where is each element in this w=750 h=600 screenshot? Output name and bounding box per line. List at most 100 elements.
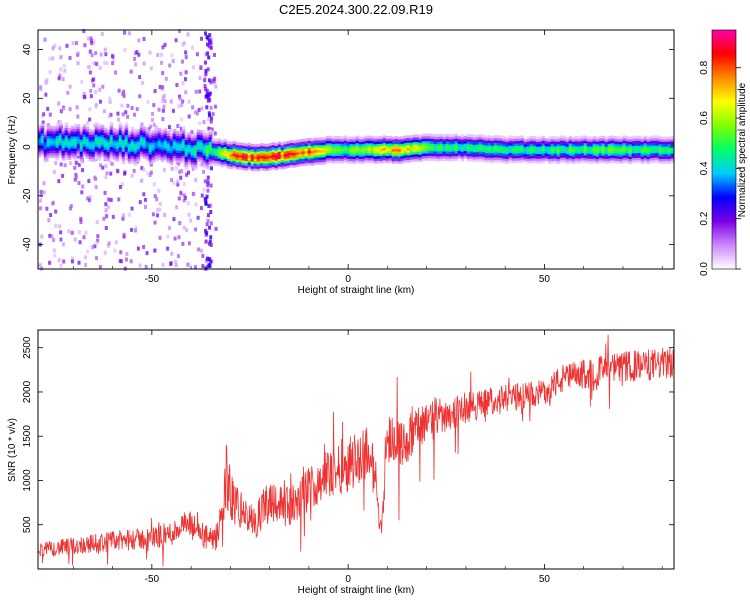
spectrogram-cell — [58, 147, 63, 151]
spectrogram-cell — [547, 161, 552, 164]
spectrogram-cell — [535, 148, 540, 152]
spectrogram-noise-cell — [191, 105, 195, 110]
spectrogram-cell — [52, 150, 57, 154]
spectrogram-cell — [340, 155, 345, 159]
spectrogram-cell — [271, 161, 276, 165]
spectrogram-cell — [418, 149, 423, 153]
spectrogram-cell — [52, 148, 57, 151]
spectrogram-cell — [631, 152, 636, 156]
spectrogram-cell — [205, 151, 210, 155]
spectrogram-cell — [202, 164, 207, 168]
spectrogram-cell — [316, 157, 321, 160]
spectrogram-noise-cell — [173, 259, 177, 264]
spectrogram-cell — [427, 140, 432, 144]
spectrogram-cell — [265, 151, 270, 155]
spectrogram-cell — [148, 151, 153, 155]
spectrogram-cell — [379, 148, 384, 152]
spectrogram-noise-cell — [186, 32, 190, 37]
spectrogram-cell — [340, 141, 345, 145]
spectrogram-cell — [130, 156, 135, 160]
spectrogram-cell — [670, 143, 675, 147]
spectrogram-cell — [337, 157, 342, 161]
spectrogram-noise-cell — [209, 242, 213, 247]
spectrogram-cell — [622, 135, 627, 139]
spectrogram-noise-cell — [94, 185, 98, 190]
spectrogram-cell — [535, 146, 540, 150]
spectrogram-cell — [130, 151, 135, 155]
spectrogram-cell — [535, 143, 540, 147]
spectrogram-cell — [253, 153, 258, 157]
spectrogram-cell — [178, 135, 183, 139]
spectrogram-cell — [223, 163, 228, 167]
spectrogram-cell — [520, 142, 525, 146]
spectrogram-cell — [55, 125, 60, 129]
spectrogram-noise-cell — [195, 52, 199, 57]
spectrogram-cell — [94, 156, 99, 160]
spectrogram-cell — [652, 142, 657, 146]
spectrogram-cell — [400, 141, 405, 145]
spectrogram-cell — [70, 152, 75, 156]
spectrogram-cell — [640, 136, 645, 140]
spectrogram-cell — [121, 149, 126, 152]
colorbar-tick-label: 0.0 — [699, 262, 710, 276]
spectrogram-cell — [106, 156, 111, 160]
spectrogram-cell — [139, 146, 144, 150]
spectrogram-cell — [64, 142, 69, 146]
spectrogram-cell — [58, 150, 63, 153]
spectrogram-cell — [655, 147, 660, 151]
spectrogram-noise-cell — [156, 213, 160, 218]
spectrogram-noise-cell — [96, 234, 100, 239]
spectrogram-cell — [241, 143, 246, 146]
spectrogram-cell — [442, 156, 447, 159]
spectrogram-cell — [541, 140, 546, 144]
spectrogram-cell — [148, 154, 153, 158]
spectrogram-cell — [520, 137, 525, 141]
spectrogram-cell — [82, 139, 87, 142]
spectrogram-noise-cell — [203, 78, 207, 83]
spectrogram-noise-cell — [204, 239, 208, 244]
spectrogram-cell — [421, 140, 426, 144]
spectrogram-cell — [112, 130, 117, 134]
spectrogram-noise-cell — [46, 106, 50, 111]
spectrogram-cell — [637, 142, 642, 146]
spectrogram-cell — [100, 127, 105, 131]
spectrogram-cell — [46, 126, 51, 129]
spectrogram-cell — [121, 132, 126, 135]
spectrogram-cell — [178, 155, 183, 159]
spectrogram-cell — [667, 143, 672, 147]
spectrogram-cell — [574, 145, 579, 149]
spectrogram-cell — [511, 155, 516, 159]
spectrogram-cell — [232, 140, 237, 144]
spectrogram-cell — [139, 137, 144, 141]
spectrogram-noise-cell — [200, 193, 204, 198]
spectrogram-cell — [121, 146, 126, 150]
spectrogram-cell — [655, 157, 660, 161]
spectrogram-cell — [481, 149, 486, 153]
spectrogram-cell — [130, 131, 135, 135]
spectrogram-cell — [478, 141, 483, 145]
spectrogram-cell — [415, 158, 420, 162]
spectrogram-noise-cell — [166, 246, 170, 251]
spectrogram-noise-cell — [204, 228, 208, 233]
spectrogram-cell — [76, 148, 81, 152]
spectrogram-cell — [268, 157, 273, 161]
spectrogram-cell — [196, 129, 201, 133]
spectrogram-cell — [166, 140, 171, 144]
spectrogram-cell — [151, 147, 156, 151]
spectrogram-x-label: Height of straight line (km) — [298, 285, 415, 296]
spectrogram-noise-cell — [124, 110, 128, 115]
spectrogram-noise-cell — [126, 103, 130, 108]
spectrogram-cell — [415, 144, 420, 147]
spectrogram-cell — [523, 156, 528, 160]
spectrogram-cell — [160, 137, 165, 140]
spectrogram-cell — [208, 149, 213, 152]
spectrogram-cell — [661, 148, 666, 152]
spectrogram-cell — [133, 160, 138, 164]
spectrogram-cell — [472, 144, 477, 148]
spectrogram-cell — [646, 136, 651, 140]
spectrogram-cell — [97, 123, 102, 127]
spectrogram-cell — [403, 137, 408, 141]
spectrogram-cell — [295, 152, 300, 155]
spectrogram-cell — [439, 150, 444, 154]
spectrogram-cell — [490, 135, 495, 139]
